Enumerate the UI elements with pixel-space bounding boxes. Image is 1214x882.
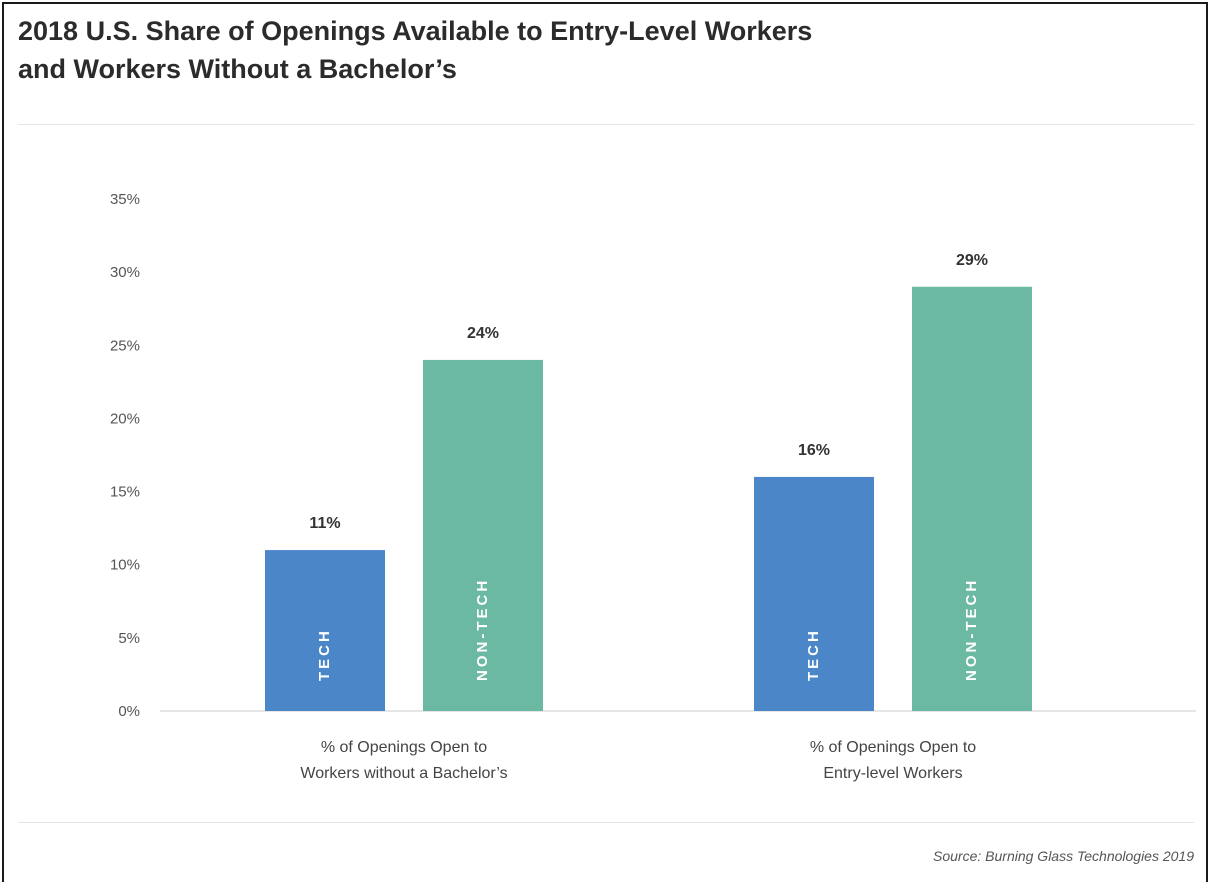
chart-title-line-1: 2018 U.S. Share of Openings Available to…	[18, 16, 813, 46]
y-tick-label: 5%	[118, 630, 140, 647]
y-tick-label: 20%	[110, 410, 140, 427]
bar-value-label: 11%	[309, 515, 340, 532]
y-tick-label: 30%	[110, 264, 140, 281]
chart-title: 2018 U.S. Share of Openings Available to…	[18, 12, 1118, 88]
bar-series-label: TECH	[805, 628, 822, 681]
y-tick-label: 10%	[110, 557, 140, 574]
x-category-label: Entry-level Workers	[823, 765, 962, 782]
bar-non-tech	[423, 359, 543, 711]
bar-series-label: NON-TECH	[474, 578, 491, 681]
title-divider	[18, 124, 1194, 125]
bar-series-label: TECH	[316, 628, 333, 681]
y-tick-label: 0%	[118, 703, 140, 720]
x-category-label: % of Openings Open to	[321, 739, 487, 756]
x-category-label: % of Openings Open to	[810, 739, 976, 756]
bar-value-label: 16%	[798, 442, 830, 459]
footer-divider	[18, 822, 1194, 823]
bar-value-label: 24%	[467, 325, 499, 342]
y-tick-label: 15%	[110, 484, 140, 501]
bar-series-label: NON-TECH	[963, 578, 980, 681]
y-tick-label: 35%	[110, 191, 140, 208]
chart-title-line-2: and Workers Without a Bachelor’s	[18, 54, 457, 84]
bar-tech	[754, 476, 874, 711]
x-category-label: Workers without a Bachelor’s	[300, 765, 507, 782]
y-tick-label: 25%	[110, 337, 140, 354]
bar-tech	[265, 550, 385, 711]
bar-non-tech	[912, 286, 1032, 711]
bar-value-label: 29%	[956, 252, 988, 269]
source-note: Source: Burning Glass Technologies 2019	[933, 848, 1194, 864]
